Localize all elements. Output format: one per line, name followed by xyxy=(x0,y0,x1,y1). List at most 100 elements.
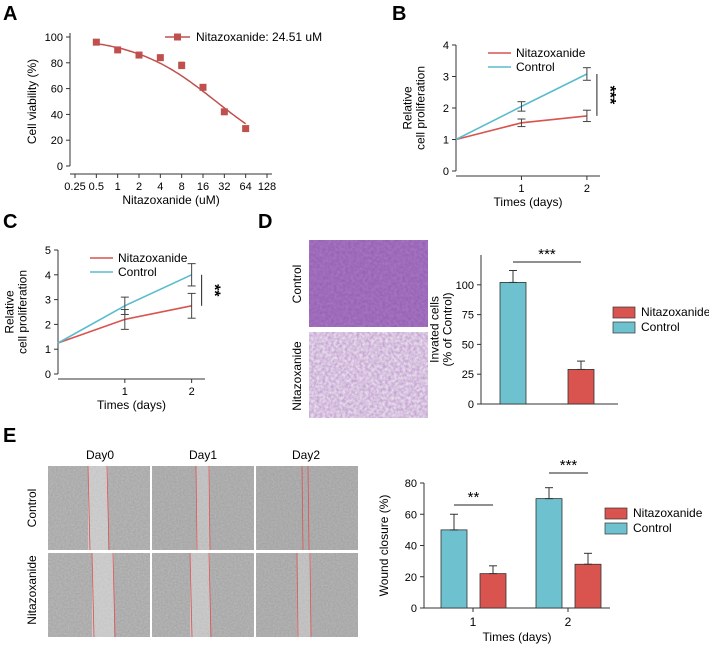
c-y-axis-title: Relativecell proliferation xyxy=(2,270,29,354)
b-legend-label-nitazoxanide: Nitazoxanide xyxy=(516,46,586,60)
wound-micrographs: Day0 Day1 Day2 Control Nitazoxanide xyxy=(25,448,358,638)
a-legend-marker xyxy=(174,33,181,41)
a-fit-curve xyxy=(96,42,247,125)
a-data-point xyxy=(220,108,228,116)
panel-label-a: A xyxy=(3,3,17,25)
c-y-tick-label: 2 xyxy=(45,319,51,331)
d-bar-nitazoxanide xyxy=(567,369,595,405)
e-x-tick-label: 2 xyxy=(565,615,572,629)
d-bar-control xyxy=(499,282,527,405)
a-y-axis-title: Cell viability (%) xyxy=(25,59,39,144)
a-x-tick-label: 32 xyxy=(218,181,230,193)
invasion-micrographs: Control Nitazoxanide xyxy=(290,240,428,418)
e-x-tick-label: 1 xyxy=(470,615,477,629)
b-y-axis-title: Relativecell proliferation xyxy=(400,66,427,150)
b-legend-label-control: Control xyxy=(516,60,555,74)
c-y-tick-label: 3 xyxy=(45,295,51,307)
e-y-tick-label: 0 xyxy=(411,603,417,615)
d-legend-swatch-nitazoxanide xyxy=(612,306,636,319)
e-significance-mark: *** xyxy=(560,457,578,474)
b-x-tick-label: 2 xyxy=(584,183,590,195)
e-y-axis-title: Wound closure (%) xyxy=(377,495,391,597)
a-x-tick-label: 1 xyxy=(115,181,121,193)
wound-col-label-day0: Day0 xyxy=(86,448,114,462)
wound-image-nitazoxanide-day2 xyxy=(256,552,358,638)
chart-c-proliferation: 0 1 2 3 4 5 1 2 Times (days) Relativecell prolife… xyxy=(2,245,222,412)
wound-col-label-day2: Day2 xyxy=(292,448,320,462)
wound-image-control-day0 xyxy=(48,465,150,551)
c-x-tick-label: 2 xyxy=(189,386,195,398)
d-y-axis-title: Invated cells(% of Control) xyxy=(427,292,454,366)
wound-image-control-day1 xyxy=(152,465,254,551)
wound-image-nitazoxanide-day0 xyxy=(48,552,150,638)
e-legend-swatch-nitazoxanide xyxy=(604,507,628,520)
c-y-tick-label: 1 xyxy=(45,344,51,356)
a-y-tick-label: 80 xyxy=(51,58,63,70)
a-x-axis-title: Nitazoxanide (uM) xyxy=(122,193,219,207)
wound-row-label-nitazoxanide: Nitazoxanide xyxy=(25,555,39,625)
c-significance-mark: ** xyxy=(206,284,223,297)
a-x-tick-label: 2 xyxy=(136,181,142,193)
b-y-tick-label: 0 xyxy=(443,166,449,178)
a-legend-label: Nitazoxanide: 24.51 uM xyxy=(196,30,322,44)
c-x-tick-label: 1 xyxy=(122,386,128,398)
c-legend-label-control: Control xyxy=(118,265,157,279)
e-bar-control xyxy=(535,498,563,609)
a-x-tick-label: 8 xyxy=(179,181,185,193)
c-y-tick-label: 4 xyxy=(45,270,51,282)
wound-col-label-day1: Day1 xyxy=(189,448,217,462)
a-x-tick-label: 0.25 xyxy=(64,181,85,193)
wound-image-nitazoxanide-day1 xyxy=(152,552,254,638)
b-significance-mark: *** xyxy=(601,86,618,105)
e-y-tick-label: 60 xyxy=(405,509,417,521)
a-y-tick-label: 100 xyxy=(45,32,63,44)
wound-image-control-day2 xyxy=(256,465,358,551)
b-x-axis-title: Times (days) xyxy=(494,195,563,209)
c-legend-label-nitazoxanide: Nitazoxanide xyxy=(118,251,188,265)
d-legend-label-nitazoxanide: Nitazoxanide xyxy=(641,305,709,319)
a-data-point xyxy=(135,51,143,59)
a-x-tick-label: 128 xyxy=(258,181,276,193)
b-y-tick-label: 4 xyxy=(443,40,449,52)
a-x-tick-label: 64 xyxy=(240,181,252,193)
b-y-tick-label: 1 xyxy=(443,135,449,147)
e-bar-nitazoxanide xyxy=(479,573,507,609)
d-legend-swatch-control xyxy=(612,321,636,334)
invasion-image-control xyxy=(309,240,428,327)
e-y-tick-label: 40 xyxy=(405,541,417,553)
b-x-tick-label: 1 xyxy=(518,183,524,195)
chart-a-viability: 0 20 40 60 80 100 0.25 0.5 1 2 4 8 16 32 64 128 Nitazoxa… xyxy=(25,30,322,207)
a-data-point xyxy=(199,83,207,91)
wound-row-label-control: Control xyxy=(25,489,39,528)
a-x-tick-label: 4 xyxy=(157,181,163,193)
invasion-row-label-nitazoxanide: Nitazoxanide xyxy=(290,341,304,411)
a-data-point xyxy=(92,38,100,46)
a-data-point xyxy=(156,54,164,62)
e-legend-label-control: Control xyxy=(633,521,672,535)
d-y-tick-label: 75 xyxy=(462,310,474,322)
e-y-tick-label: 80 xyxy=(405,478,417,490)
d-significance-mark: *** xyxy=(538,246,556,263)
a-data-point xyxy=(242,125,250,133)
a-y-tick-label: 0 xyxy=(57,161,63,173)
panel-label-d: D xyxy=(258,211,272,233)
e-y-tick-label: 20 xyxy=(405,572,417,584)
e-bar-nitazoxanide xyxy=(574,563,602,609)
invasion-image-nitazoxanide xyxy=(309,332,428,418)
a-x-tick-label: 16 xyxy=(197,181,209,193)
a-y-tick-label: 40 xyxy=(51,109,63,121)
c-y-tick-label: 5 xyxy=(45,245,51,257)
panel-label-b: B xyxy=(392,3,406,25)
e-bar-control xyxy=(440,529,468,609)
chart-b-proliferation: 0 1 2 3 4 1 2 Times (days) Relativecell prolifer… xyxy=(400,40,618,209)
panel-label-c: C xyxy=(3,211,17,233)
d-y-tick-label: 100 xyxy=(456,280,474,292)
a-x-tick-label: 0.5 xyxy=(89,181,104,193)
chart-e-wound-closure: 0 20 40 60 80 Wound closure (%) 1 ** 2 *** Times (… xyxy=(377,457,703,644)
panel-label-e: E xyxy=(3,425,16,447)
d-y-tick-label: 25 xyxy=(462,369,474,381)
a-y-tick-label: 20 xyxy=(51,135,63,147)
e-significance-mark: ** xyxy=(468,489,480,506)
b-y-tick-label: 2 xyxy=(443,103,449,115)
